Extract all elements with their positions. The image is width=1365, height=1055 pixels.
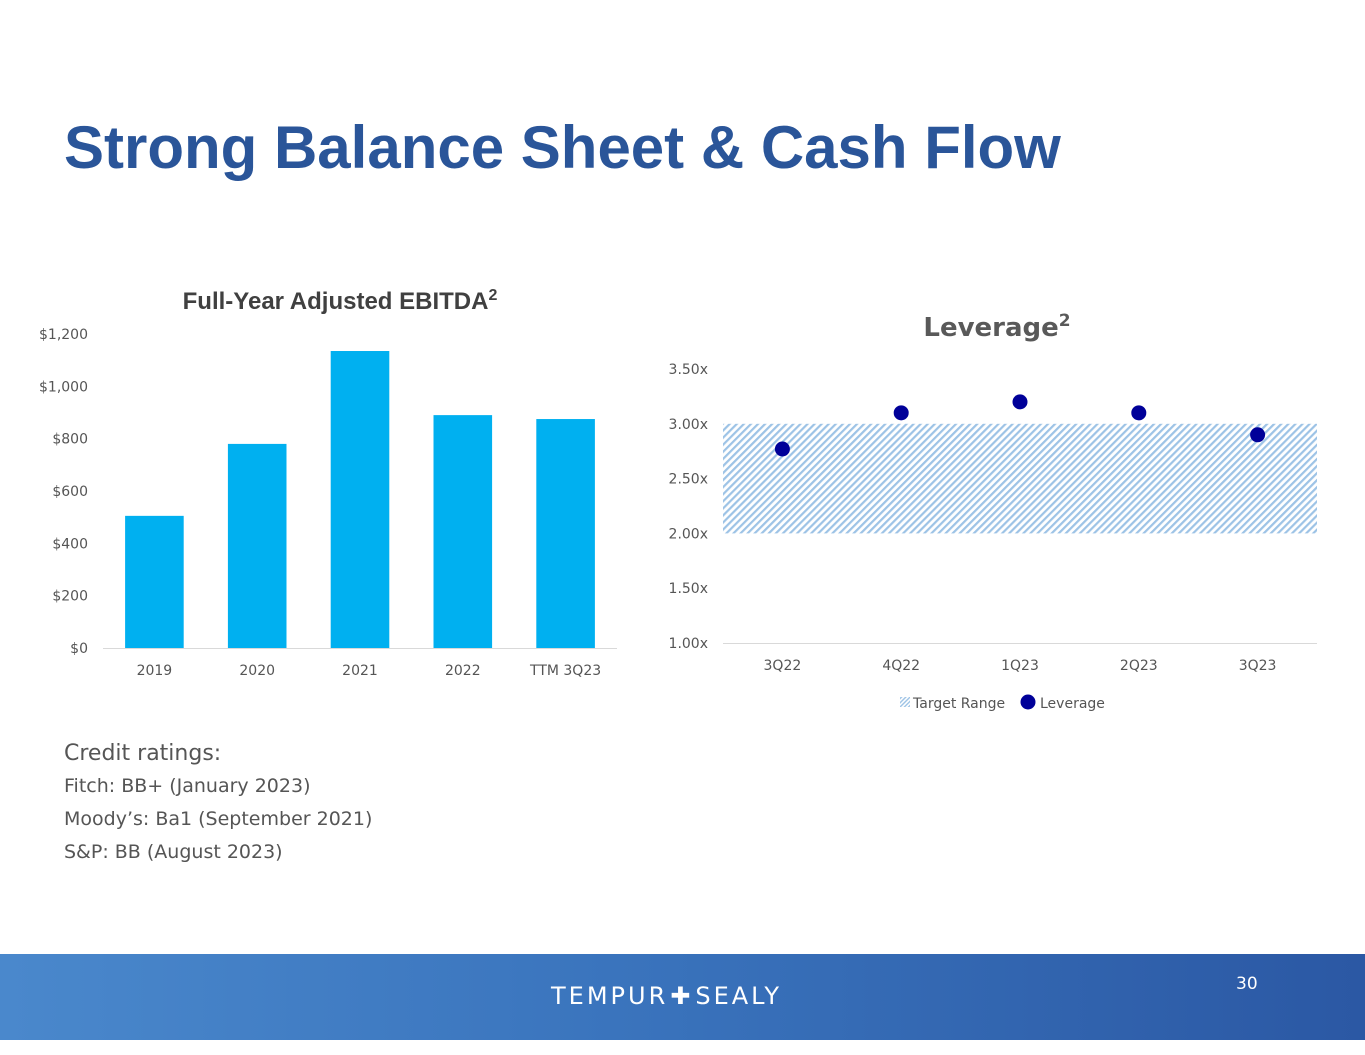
ebitda-title-text: Full-Year Adjusted EBITDA bbox=[183, 288, 489, 315]
credit-rating-sp: S&P: BB (August 2023) bbox=[64, 841, 283, 863]
leverage-x-tick-label: 2Q23 bbox=[1120, 658, 1158, 674]
ebitda-bar-chart: Full-Year Adjusted EBITDA2 $0 $200 $400 $60… bbox=[39, 287, 617, 679]
leverage-point bbox=[1131, 405, 1147, 421]
leverage-y-tick-label: 2.50x bbox=[669, 472, 708, 488]
footer-banner: TEMPUR✚SEALY 30 bbox=[0, 954, 1365, 1040]
ebitda-x-tick-label: 2019 bbox=[137, 663, 173, 679]
leverage-point bbox=[774, 441, 790, 457]
ebitda-x-tick-label: 2022 bbox=[445, 663, 481, 679]
leverage-y-tick-label: 3.00x bbox=[669, 417, 708, 433]
tempur-sealy-logo: TEMPUR✚SEALY bbox=[551, 982, 782, 1010]
leverage-point bbox=[1250, 427, 1266, 443]
ebitda-y-tick-label: $1,000 bbox=[39, 379, 88, 395]
credit-rating-fitch: Fitch: BB+ (January 2023) bbox=[64, 775, 311, 797]
logo-cross-icon: ✚ bbox=[670, 982, 694, 1010]
ebitda-y-tick-label: $800 bbox=[52, 432, 88, 448]
legend-swatch-leverage bbox=[1020, 694, 1036, 710]
ebitda-x-tick-label: 2021 bbox=[342, 663, 378, 679]
leverage-x-tick-label: 3Q22 bbox=[764, 658, 802, 674]
ebitda-y-tick-label: $1,200 bbox=[39, 327, 88, 343]
leverage-point bbox=[893, 405, 909, 421]
ebitda-y-tick-label: $0 bbox=[70, 641, 88, 657]
leverage-chart-title: Leverage2 bbox=[923, 311, 1070, 343]
leverage-legend: Target Range Leverage bbox=[900, 694, 1105, 712]
slide-title: Strong Balance Sheet & Cash Flow bbox=[64, 114, 1061, 181]
ebitda-title-superscript: 2 bbox=[488, 287, 497, 304]
logo-text-tempur: TEMPUR bbox=[551, 982, 669, 1010]
ebitda-bar bbox=[330, 351, 390, 648]
leverage-scatter-chart: Leverage2 1.00x1.50x2.00x2.50x3.00x3.50x… bbox=[669, 311, 1317, 712]
ebitda-bar bbox=[536, 419, 595, 648]
ebitda-y-tick-label: $200 bbox=[52, 589, 88, 605]
ebitda-y-tick-label: $400 bbox=[52, 536, 88, 552]
target-range-band bbox=[723, 423, 1317, 534]
legend-label-target-range: Target Range bbox=[912, 696, 1005, 712]
ebitda-x-tick-label: TTM 3Q23 bbox=[529, 663, 601, 679]
leverage-point bbox=[1012, 394, 1028, 410]
logo-text-sealy: SEALY bbox=[695, 982, 783, 1010]
leverage-y-tick-label: 2.00x bbox=[669, 526, 708, 542]
ebitda-bar bbox=[227, 443, 287, 648]
leverage-title-text: Leverage bbox=[923, 313, 1058, 343]
ebitda-x-tick-label: 2020 bbox=[239, 663, 275, 679]
leverage-x-tick-label: 3Q23 bbox=[1239, 658, 1277, 674]
leverage-y-tick-label: 1.50x bbox=[669, 581, 708, 597]
ebitda-bar bbox=[125, 515, 184, 648]
ebitda-bar bbox=[433, 415, 493, 648]
leverage-x-tick-label: 1Q23 bbox=[1001, 658, 1039, 674]
credit-ratings-heading: Credit ratings: bbox=[64, 741, 222, 766]
credit-ratings: Credit ratings: Fitch: BB+ (January 2023… bbox=[64, 738, 372, 869]
ebitda-chart-title: Full-Year Adjusted EBITDA2 bbox=[183, 287, 498, 315]
legend-swatch-target-range bbox=[900, 697, 910, 707]
ebitda-y-tick-label: $600 bbox=[52, 484, 88, 500]
credit-rating-moodys: Moody’s: Ba1 (September 2021) bbox=[64, 808, 373, 830]
legend-label-leverage: Leverage bbox=[1040, 696, 1105, 712]
leverage-x-tick-label: 4Q22 bbox=[882, 658, 920, 674]
leverage-y-tick-label: 1.00x bbox=[669, 636, 708, 652]
leverage-y-tick-label: 3.50x bbox=[669, 362, 708, 378]
leverage-title-superscript: 2 bbox=[1059, 311, 1071, 331]
page-number: 30 bbox=[1236, 974, 1258, 994]
